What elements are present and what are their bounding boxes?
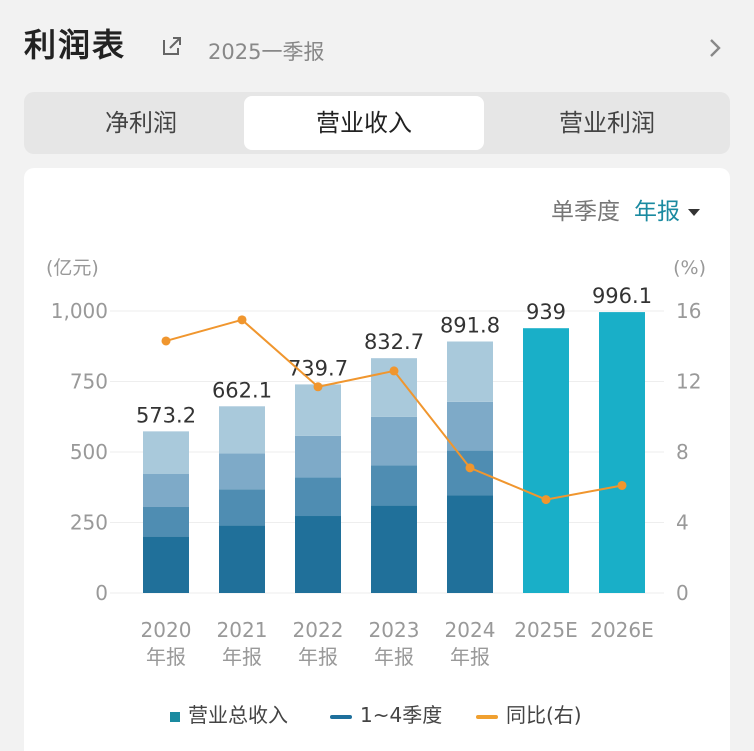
bar-segment-q1 bbox=[143, 536, 189, 593]
yoy-point bbox=[389, 366, 399, 376]
bar-segment-q1 bbox=[371, 505, 417, 593]
x-tick-label: 2022 bbox=[293, 618, 344, 642]
x-tick-label: 2026E bbox=[590, 618, 654, 642]
right-tick-label: 0 bbox=[676, 581, 689, 605]
right-axis-unit: (%) bbox=[673, 257, 706, 279]
bar-segment-q3 bbox=[295, 435, 341, 478]
legend-item-total[interactable]: 营业总收入 bbox=[170, 700, 288, 730]
yoy-point bbox=[313, 382, 323, 392]
bar-segment-q3 bbox=[219, 453, 265, 490]
tab-net-profit[interactable]: 净利润 bbox=[105, 109, 177, 137]
bar-segment-q3 bbox=[143, 473, 189, 507]
bar-segment-q4 bbox=[447, 341, 493, 402]
yoy-point bbox=[465, 463, 475, 473]
left-tick-label: 250 bbox=[70, 511, 108, 535]
bar-segment-q2 bbox=[143, 506, 189, 537]
x-tick-label: 2020 bbox=[141, 618, 192, 642]
bar-segment-q2 bbox=[295, 477, 341, 517]
x-tick-sublabel: 年报 bbox=[222, 645, 262, 669]
annual-toggle[interactable]: 年报 bbox=[634, 199, 680, 225]
bar-value-label: 891.8 bbox=[440, 314, 500, 338]
legend-item-quarters[interactable]: 1~4季度 bbox=[330, 700, 442, 730]
legend-item-yoy[interactable]: 同比(右) bbox=[476, 700, 582, 730]
report-period: 2025一季报 bbox=[208, 40, 325, 64]
chevron-right-icon[interactable] bbox=[706, 36, 724, 60]
bar-segment-q2 bbox=[371, 465, 417, 506]
legend-swatch-total bbox=[170, 711, 180, 722]
bar-segment-q2 bbox=[447, 450, 493, 496]
bar-segment-q1 bbox=[219, 525, 265, 593]
yoy-point bbox=[541, 495, 551, 505]
bar-value-label: 996.1 bbox=[592, 284, 652, 308]
share-icon[interactable] bbox=[160, 34, 184, 58]
bar-segment-q3 bbox=[371, 416, 417, 466]
left-axis-unit: (亿元) bbox=[46, 257, 99, 279]
chart-card: 单季度 年报 (亿元) (%) 0 250 500 750 1,000 0 4 8 12 16 573.2… bbox=[24, 168, 730, 751]
bar-segment-q3 bbox=[447, 401, 493, 451]
x-tick-sublabel: 年报 bbox=[374, 645, 414, 669]
page-title: 利润表 bbox=[24, 26, 127, 64]
left-tick-label: 500 bbox=[70, 440, 108, 464]
revenue-chart: (亿元) (%) 0 250 500 750 1,000 0 4 8 12 16 573.2 2020 年报… bbox=[46, 257, 706, 669]
bar-segment-q1 bbox=[447, 495, 493, 593]
metric-tabs: 净利润 营业收入 营业利润 bbox=[24, 92, 730, 154]
tab-operating-profit[interactable]: 营业利润 bbox=[559, 109, 655, 137]
bar-segment-q2 bbox=[219, 489, 265, 526]
quarterly-toggle[interactable]: 单季度 bbox=[551, 199, 620, 225]
x-tick-label: 2021 bbox=[217, 618, 268, 642]
right-tick-label: 4 bbox=[676, 511, 689, 535]
period-switch: 单季度 年报 bbox=[551, 192, 700, 226]
right-tick-label: 16 bbox=[676, 299, 701, 323]
caret-down-icon[interactable] bbox=[688, 209, 700, 216]
legend-swatch-quarters bbox=[330, 714, 352, 719]
x-tick-label: 2025E bbox=[514, 618, 578, 642]
left-tick-label: 750 bbox=[70, 370, 108, 394]
left-tick-label: 0 bbox=[95, 581, 108, 605]
x-tick-label: 2024 bbox=[445, 618, 496, 642]
bar-estimate bbox=[599, 312, 645, 593]
header: 利润表 2025一季报 bbox=[0, 0, 754, 90]
right-tick-label: 8 bbox=[676, 440, 689, 464]
yoy-point bbox=[617, 480, 627, 490]
x-tick-sublabel: 年报 bbox=[450, 645, 490, 669]
bar-value-label: 662.1 bbox=[212, 378, 272, 402]
x-tick-label: 2023 bbox=[369, 618, 420, 642]
right-tick-label: 12 bbox=[676, 370, 701, 394]
yoy-point bbox=[237, 315, 247, 325]
bar-segment-q1 bbox=[295, 516, 341, 593]
left-tick-label: 1,000 bbox=[51, 299, 108, 323]
bar-value-label: 939 bbox=[526, 300, 566, 324]
tab-revenue[interactable]: 营业收入 bbox=[244, 96, 484, 150]
bar-value-label: 832.7 bbox=[364, 330, 424, 354]
bar-segment-q4 bbox=[219, 406, 265, 454]
bar-segment-q4 bbox=[143, 431, 189, 474]
bar-estimate bbox=[523, 328, 569, 593]
legend: 营业总收入 1~4季度 同比(右) bbox=[24, 700, 730, 730]
legend-swatch-yoy bbox=[476, 714, 498, 719]
bar-value-label: 573.2 bbox=[136, 403, 196, 427]
bar-segment-q4 bbox=[295, 384, 341, 436]
x-tick-sublabel: 年报 bbox=[146, 645, 186, 669]
yoy-point bbox=[161, 336, 171, 346]
x-tick-sublabel: 年报 bbox=[298, 645, 338, 669]
